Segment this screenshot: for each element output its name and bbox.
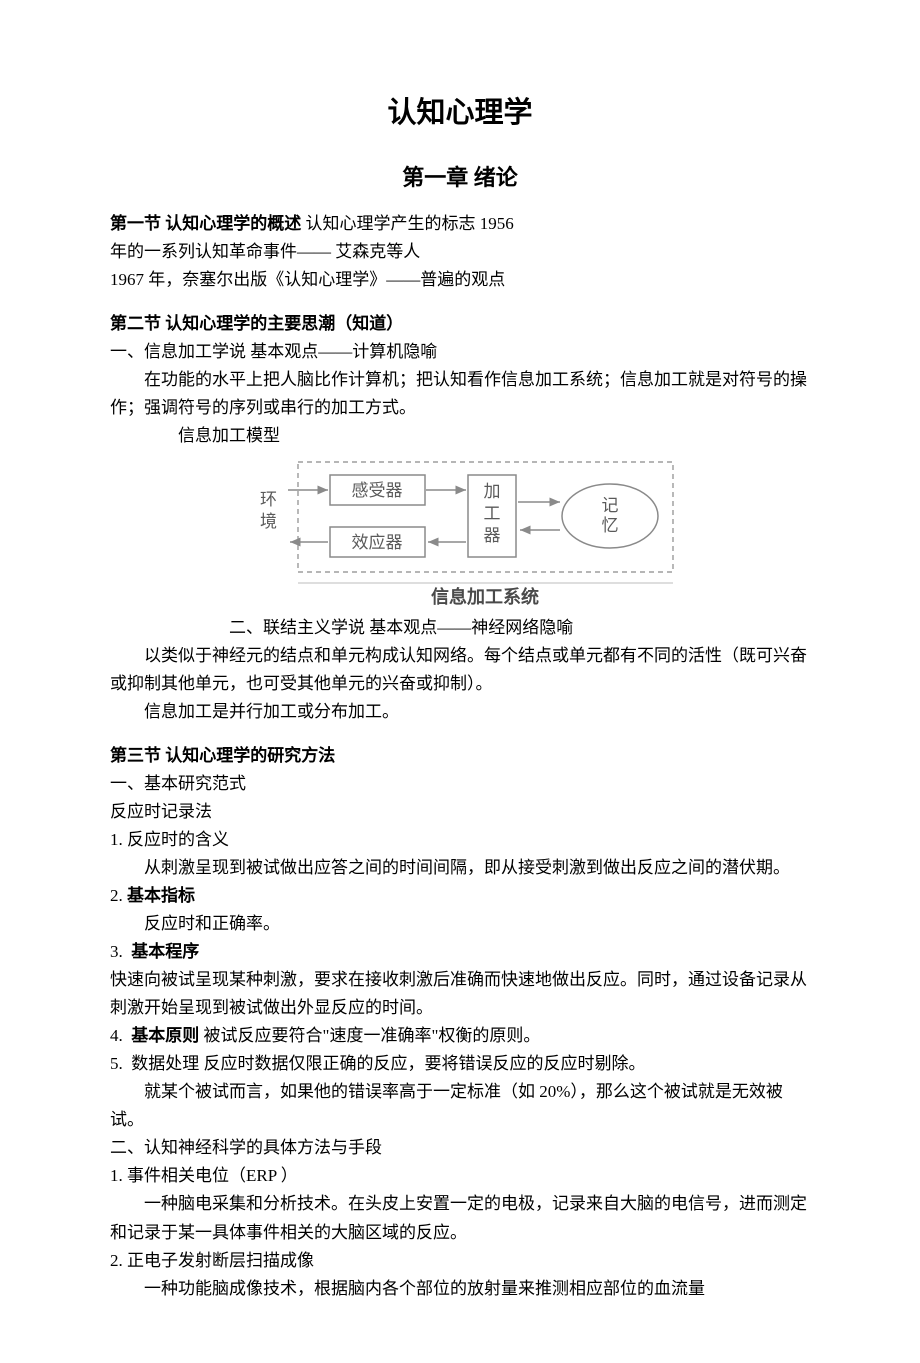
item-3-num: 3. — [110, 942, 123, 961]
section-2-line-3: 信息加工模型 — [110, 422, 810, 450]
section-3-line-1: 一、基本研究范式 — [110, 770, 810, 798]
item-5-line: 5. 数据处理 反应时数据仅限正确的反应，要将错误反应的反应时剔除。 — [110, 1050, 810, 1078]
section-2-heading: 第二节 认知心理学的主要思潮（知道） — [110, 310, 810, 338]
document-title: 认知心理学 — [110, 90, 810, 138]
section-2-line-2-text: 在功能的水平上把人脑比作计算机；把认知看作信息加工系统；信息加工就是对符号的操作… — [110, 370, 807, 417]
chapter-title: 第一章 绪论 — [110, 160, 810, 196]
env-label-1: 环 — [260, 490, 277, 509]
section-2-line-6: 信息加工是并行加工或分布加工。 — [110, 698, 810, 726]
item-3-heading: 3. 基本程序 — [110, 938, 810, 966]
section-1-inline-text: 认知心理学产生的标志 1956 — [306, 214, 514, 233]
item-4-label: 基本原则 — [131, 1026, 199, 1045]
item-2-label: 基本指标 — [127, 886, 195, 905]
item-1-body: 从刺激呈现到被试做出应答之间的时间间隔，即从接受刺激到做出反应之间的潜伏期。 — [110, 854, 810, 882]
section-1-line-2: 年的一系列认知革命事件—— 艾森克等人 — [110, 238, 810, 266]
memory-label-2: 忆 — [602, 516, 619, 535]
section-2-line-4: 二、联结主义学说 基本观点——神经网络隐喻 — [110, 614, 810, 642]
item-5-num: 5. — [110, 1054, 123, 1073]
diagram-caption: 信息加工系统 — [431, 586, 539, 607]
method-1-heading: 1. 事件相关电位（ERP ） — [110, 1162, 810, 1190]
item-2-num: 2. — [110, 886, 123, 905]
section-2-line-5: 以类似于神经元的结点和单元构成认知网络。每个结点或单元都有不同的活性（既可兴奋或… — [110, 642, 810, 698]
processor-label-2: 工 — [484, 504, 501, 523]
section-3-heading: 第三节 认知心理学的研究方法 — [110, 742, 810, 770]
method-2-heading: 2. 正电子发射断层扫描成像 — [110, 1247, 810, 1275]
section-1-line-3: 1967 年，奈塞尔出版《认知心理学》——普遍的观点 — [110, 266, 810, 294]
section-3-line-3: 二、认知神经科学的具体方法与手段 — [110, 1134, 810, 1162]
section-1-heading: 第一节 认知心理学的概述 — [110, 214, 301, 233]
section-2-line-2: 在功能的水平上把人脑比作计算机；把认知看作信息加工系统；信息加工就是对符号的操作… — [110, 366, 810, 422]
item-4-body: 被试反应要符合"速度一准确率"权衡的原则。 — [204, 1026, 541, 1045]
method-1-body: 一种脑电采集和分析技术。在头皮上安置一定的电极，记录来自大脑的电信号，进而测定和… — [110, 1190, 810, 1246]
diagram-svg: 环 境 感受器 效应器 加 工 器 记 忆 — [240, 457, 680, 612]
item-5-label: 数据处理 — [131, 1054, 199, 1073]
method-2-body: 一种功能脑成像技术，根据脑内各个部位的放射量来推测相应部位的血流量 — [110, 1275, 810, 1303]
processor-label-3: 器 — [484, 526, 501, 545]
item-4-num: 4. — [110, 1026, 123, 1045]
effector-label: 效应器 — [352, 533, 403, 552]
info-processing-diagram: 环 境 感受器 效应器 加 工 器 记 忆 — [110, 457, 810, 612]
item-4-line: 4. 基本原则 被试反应要符合"速度一准确率"权衡的原则。 — [110, 1022, 810, 1050]
item-3-body: 快速向被试呈现某种刺激，要求在接收刺激后准确而快速地做出反应。同时，通过设备记录… — [110, 966, 810, 1022]
item-2-heading: 2. 基本指标 — [110, 882, 810, 910]
section-2-line-1: 一、信息加工学说 基本观点——计算机隐喻 — [110, 338, 810, 366]
item-5-body: 反应时数据仅限正确的反应，要将错误反应的反应时剔除。 — [204, 1054, 646, 1073]
section-1-heading-line: 第一节 认知心理学的概述 认知心理学产生的标志 1956 — [110, 210, 810, 238]
sensor-label: 感受器 — [352, 481, 403, 500]
processor-label-1: 加 — [484, 482, 501, 501]
item-2-body: 反应时和正确率。 — [110, 910, 810, 938]
item-3-label: 基本程序 — [131, 942, 199, 961]
env-label-2: 境 — [260, 512, 277, 531]
memory-label-1: 记 — [602, 496, 619, 515]
section-3-line-2: 反应时记录法 — [110, 798, 810, 826]
item-1-heading: 1. 反应时的含义 — [110, 826, 810, 854]
item-5-body-2: 就某个被试而言，如果他的错误率高于一定标准（如 20%），那么这个被试就是无效被… — [110, 1078, 810, 1134]
